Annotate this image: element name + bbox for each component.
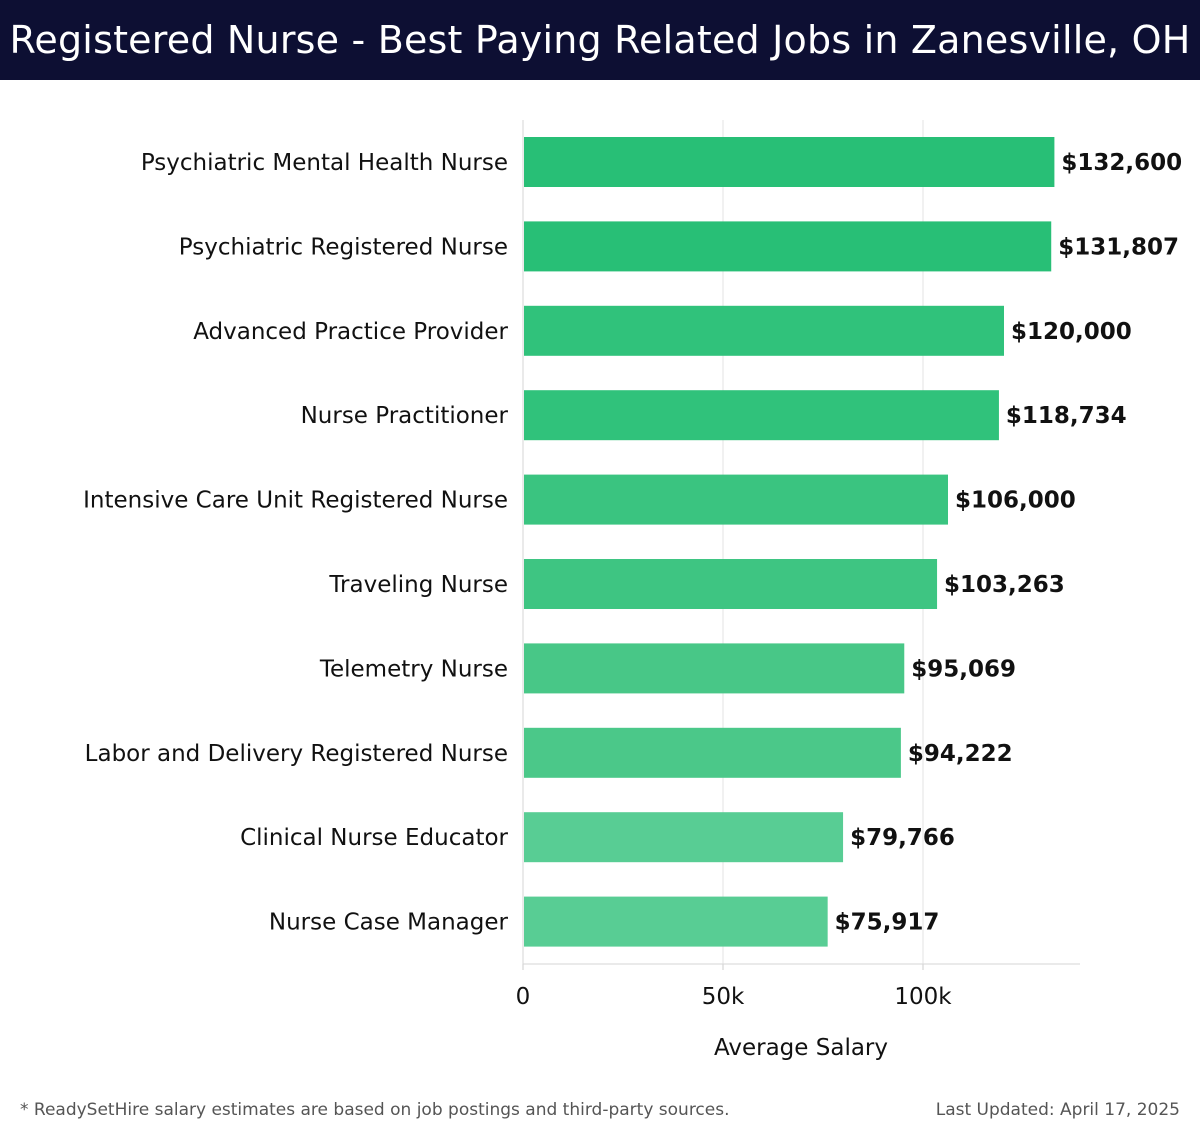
bar-chart: 0 50k 100k Psychiatric Mental Health Nurse…: [83, 120, 1182, 1061]
category-label: Telemetry Nurse: [319, 656, 508, 682]
bar: [524, 305, 1004, 356]
category-labels: Psychiatric Mental Health Nurse Psychiatr…: [83, 150, 508, 936]
category-label: Labor and Delivery Registered Nurse: [85, 741, 508, 767]
chart-header: Registered Nurse - Best Paying Related J…: [0, 0, 1200, 80]
category-label: Nurse Case Manager: [269, 910, 509, 936]
last-updated: Last Updated: April 17, 2025: [935, 1100, 1180, 1120]
value-label: $79,766: [850, 825, 955, 851]
category-label: Psychiatric Registered Nurse: [179, 234, 508, 260]
x-axis-label: Average Salary: [714, 1035, 888, 1061]
category-label: Intensive Care Unit Registered Nurse: [83, 488, 508, 514]
category-label: Clinical Nurse Educator: [240, 825, 508, 851]
category-label: Psychiatric Mental Health Nurse: [141, 150, 508, 176]
x-tick-label: 0: [516, 984, 531, 1010]
value-label: $131,807: [1058, 234, 1179, 260]
value-labels: $132,600 $131,807 $120,000 $118,734 $106,000…: [835, 150, 1182, 936]
bar: [524, 137, 1055, 187]
value-label: $95,069: [911, 656, 1016, 682]
bar: [524, 474, 948, 525]
value-label: $106,000: [955, 488, 1076, 514]
footnote: * ReadySetHire salary estimates are base…: [20, 1100, 730, 1120]
category-label: Traveling Nurse: [328, 572, 508, 598]
value-label: $132,600: [1061, 150, 1182, 176]
category-label: Nurse Practitioner: [301, 403, 509, 429]
value-label: $118,734: [1006, 403, 1127, 429]
bar: [524, 896, 828, 947]
bar: [524, 812, 844, 863]
value-label: $75,917: [835, 910, 940, 936]
chart-title: Registered Nurse - Best Paying Related J…: [9, 18, 1191, 62]
bar: [524, 390, 999, 441]
x-tick-label: 100k: [894, 984, 952, 1010]
bars: [524, 137, 1055, 947]
x-axis: 0 50k 100k: [516, 120, 1080, 1010]
value-label: $94,222: [908, 741, 1013, 767]
bar: [524, 221, 1052, 272]
bar: [524, 643, 905, 694]
x-tick-label: 50k: [702, 984, 745, 1010]
category-label: Advanced Practice Provider: [193, 319, 508, 345]
value-label: $120,000: [1011, 319, 1132, 345]
bar: [524, 727, 901, 778]
value-label: $103,263: [944, 572, 1065, 598]
bar: [524, 559, 938, 609]
